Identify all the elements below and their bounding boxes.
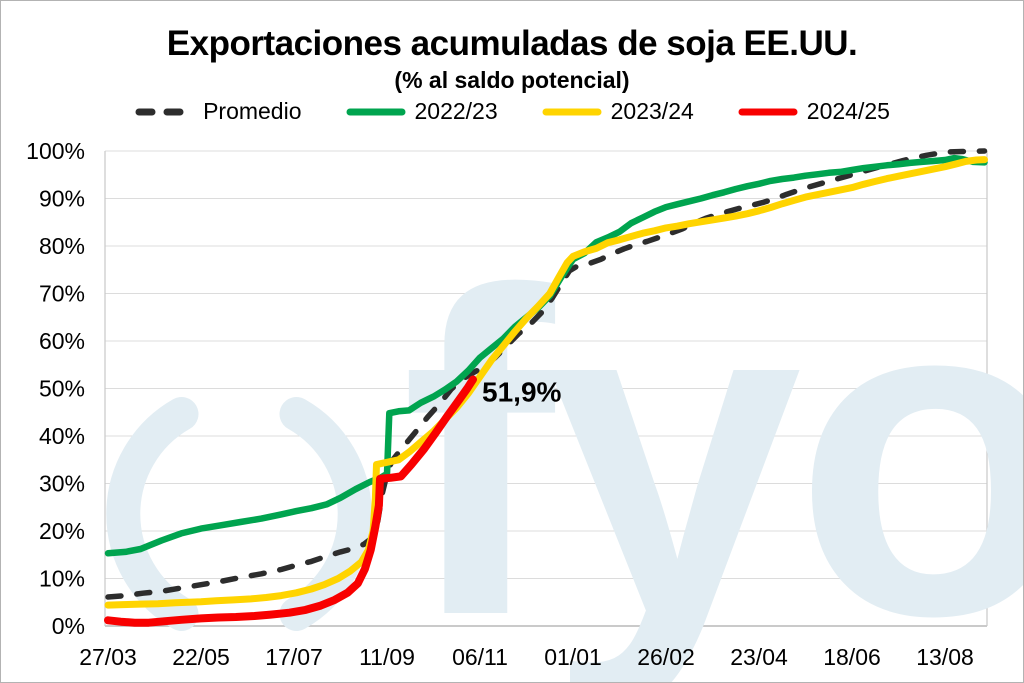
legend-item-2022-23: 2022/23 <box>346 98 498 125</box>
legend-label-2024-25: 2024/25 <box>806 98 890 124</box>
y-axis-label: 0% <box>52 613 85 639</box>
y-axis-label: 40% <box>39 423 85 449</box>
chart-subtitle: (% al saldo potencial) <box>394 67 630 93</box>
legend-item-promedio: Promedio <box>134 98 302 125</box>
series-line-promedio <box>105 148 988 600</box>
x-axis-label: 11/09 <box>359 644 415 670</box>
legend-item-2024-25: 2024/25 <box>738 98 890 125</box>
y-axis-label: 50% <box>39 376 85 402</box>
legend: Promedio 2022/23 2023/24 2024/25 <box>1 98 1023 125</box>
y-axis-label: 100% <box>26 138 85 164</box>
x-axis-label: 22/05 <box>172 644 230 670</box>
x-axis-label: 06/11 <box>452 644 508 670</box>
series-line-2023-24 <box>104 156 988 609</box>
watermark-paren-left <box>106 397 199 631</box>
legend-swatch-2022-23-line <box>346 108 405 115</box>
legend-item-2023-24: 2023/24 <box>542 98 694 125</box>
x-axis-label: 13/08 <box>916 644 974 670</box>
legend-swatch-2024-25-line <box>738 108 798 115</box>
y-axis-label: 60% <box>39 328 85 354</box>
x-axis-label: 23/04 <box>730 644 788 670</box>
legend-label-2023-24: 2023/24 <box>610 98 694 124</box>
y-axis-label: 80% <box>39 233 85 259</box>
legend-swatch-2023-24-line <box>542 108 602 115</box>
x-axis-label: 26/02 <box>637 644 695 670</box>
series-line-2024-25 <box>104 375 477 627</box>
legend-swatch-promedio-dashed-line <box>135 108 193 115</box>
y-axis-label: 90% <box>39 186 85 212</box>
y-axis-label: 30% <box>39 471 85 497</box>
current-value-label: 51,9% <box>482 376 561 407</box>
y-axis-label: 20% <box>39 518 85 544</box>
watermark-text: fyo <box>401 198 1023 682</box>
y-axis-label: 10% <box>39 566 85 592</box>
x-axis-label: 01/01 <box>544 644 602 670</box>
y-axis-label: 70% <box>39 281 85 307</box>
watermark-paren-right <box>279 397 372 631</box>
x-axis-label: 27/03 <box>79 644 137 670</box>
x-axis-label: 18/06 <box>823 644 881 670</box>
chart-title: Exportaciones acumuladas de soja EE.UU. <box>166 24 858 63</box>
x-axis-label: 17/07 <box>265 644 323 670</box>
legend-label-2022-23: 2022/23 <box>414 98 498 124</box>
legend-label-promedio: Promedio <box>203 98 302 124</box>
